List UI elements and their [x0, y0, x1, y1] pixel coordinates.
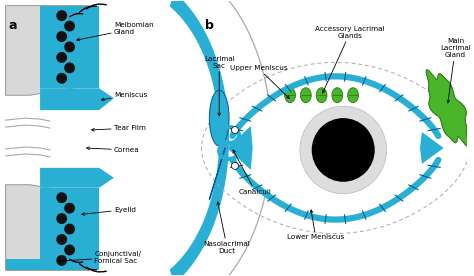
Polygon shape	[229, 76, 442, 220]
Polygon shape	[6, 259, 94, 270]
Text: Meibomian
Gland: Meibomian Gland	[77, 22, 154, 41]
Circle shape	[64, 224, 75, 235]
Polygon shape	[170, 0, 229, 276]
Text: Nasolacrimal
Duct: Nasolacrimal Duct	[204, 202, 250, 254]
Ellipse shape	[316, 88, 327, 103]
Ellipse shape	[332, 88, 343, 103]
Text: Conjunctival/
Fornical Sac: Conjunctival/ Fornical Sac	[57, 251, 141, 264]
Circle shape	[56, 73, 67, 84]
Circle shape	[64, 41, 75, 52]
Text: Main
Lacrimal
Gland: Main Lacrimal Gland	[440, 38, 471, 103]
Circle shape	[56, 31, 67, 42]
Circle shape	[56, 52, 67, 63]
Ellipse shape	[347, 88, 358, 103]
Polygon shape	[6, 6, 94, 95]
Polygon shape	[227, 126, 253, 170]
Text: Meniscus: Meniscus	[101, 92, 147, 101]
Text: a: a	[9, 18, 17, 32]
Circle shape	[56, 213, 67, 224]
Polygon shape	[210, 148, 225, 200]
Circle shape	[56, 255, 67, 266]
Text: Lacrimal
Sac: Lacrimal Sac	[204, 56, 235, 116]
Circle shape	[56, 10, 67, 21]
Ellipse shape	[301, 88, 311, 103]
Polygon shape	[173, 0, 271, 276]
Polygon shape	[40, 6, 99, 88]
Text: Eyelid: Eyelid	[82, 207, 136, 216]
Polygon shape	[420, 132, 444, 164]
Text: Lower Meniscus: Lower Meniscus	[287, 210, 344, 240]
Polygon shape	[426, 70, 469, 147]
Polygon shape	[40, 88, 114, 110]
Circle shape	[231, 127, 238, 134]
Polygon shape	[210, 90, 229, 146]
Circle shape	[56, 192, 67, 203]
Polygon shape	[6, 185, 94, 270]
Circle shape	[64, 62, 75, 73]
Circle shape	[231, 162, 238, 169]
Text: Accessory Lacrimal
Glands: Accessory Lacrimal Glands	[315, 26, 385, 93]
Circle shape	[64, 203, 75, 214]
Circle shape	[64, 21, 75, 31]
Polygon shape	[40, 188, 99, 270]
Text: Canalculi: Canalculi	[233, 150, 272, 195]
Circle shape	[56, 234, 67, 245]
Circle shape	[312, 118, 375, 182]
Ellipse shape	[285, 88, 295, 103]
Text: b: b	[205, 18, 214, 32]
Circle shape	[64, 245, 75, 255]
Polygon shape	[40, 168, 114, 188]
Circle shape	[300, 106, 386, 194]
Text: Upper Meniscus: Upper Meniscus	[230, 65, 290, 99]
Text: Cornea: Cornea	[87, 147, 139, 153]
Text: Tear Film: Tear Film	[91, 125, 146, 131]
